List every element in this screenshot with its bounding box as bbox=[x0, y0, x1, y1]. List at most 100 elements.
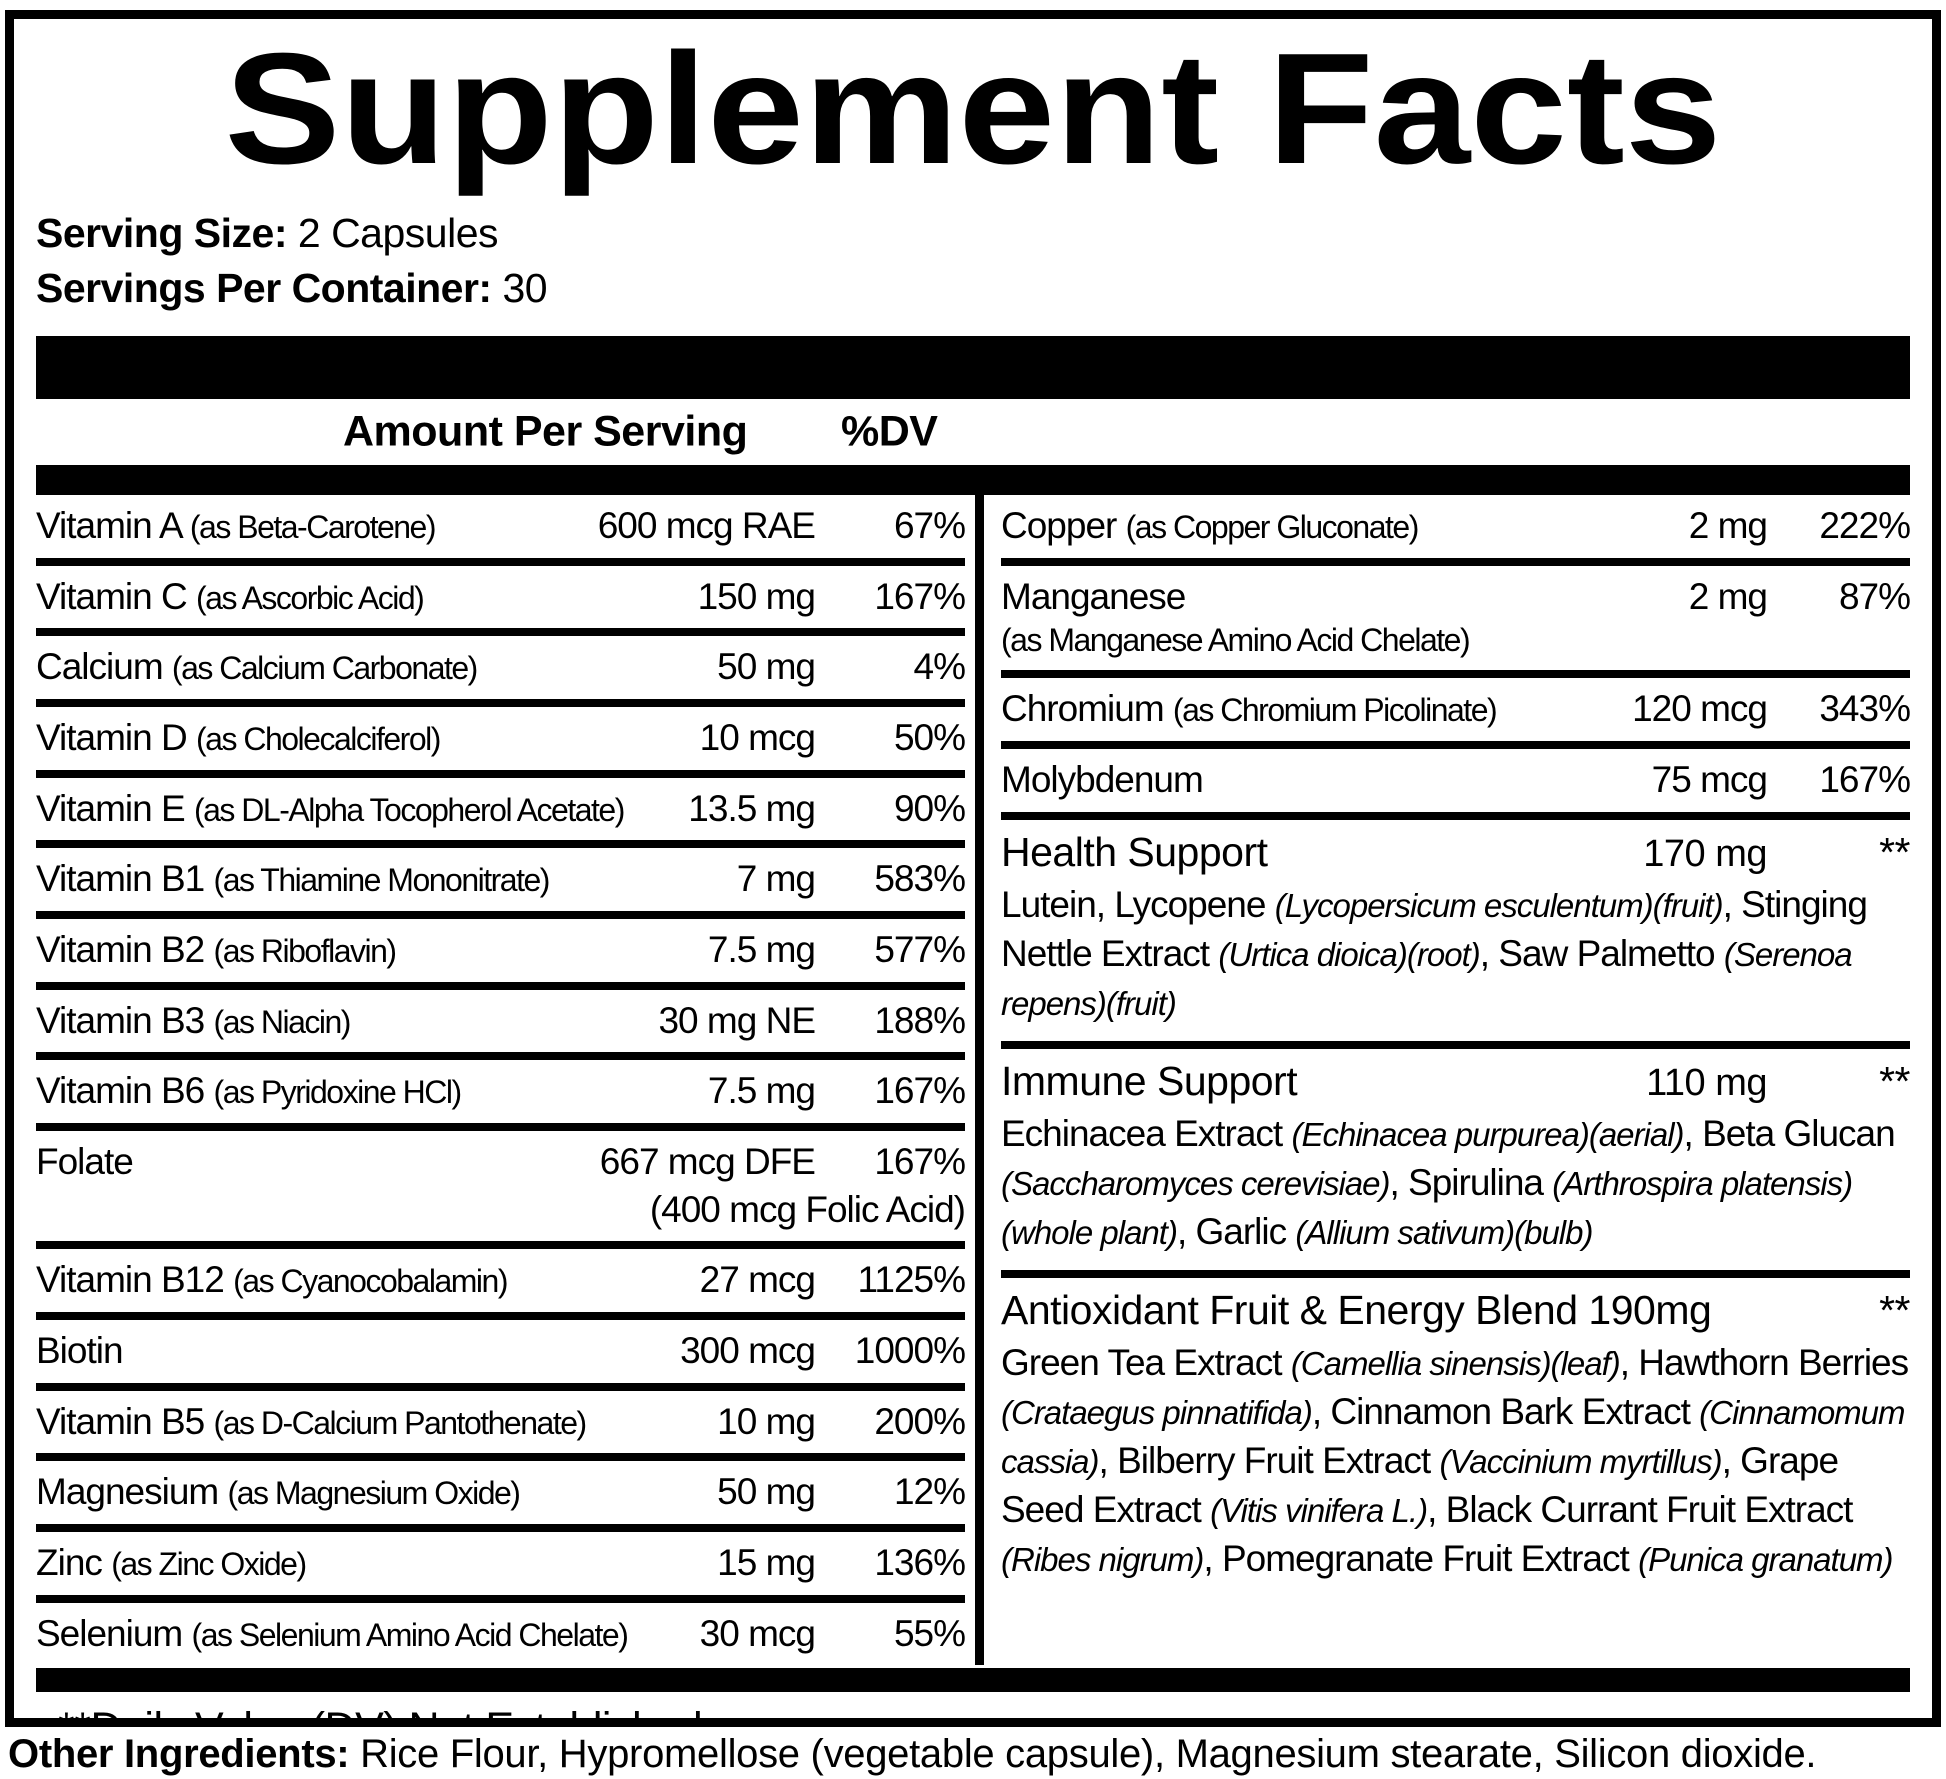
nutrient-row: Magnesium (as Magnesium Oxide) 50 mg 12% bbox=[36, 1461, 966, 1532]
nutrient-amount: 7.5 mg bbox=[707, 929, 816, 971]
blend-row: Antioxidant Fruit & Energy Blend 190mg **… bbox=[1001, 1278, 1911, 1597]
nutrient-dv: 577% bbox=[874, 929, 966, 971]
nutrient-row: Vitamin D (as Cholecalciferol) 10 mcg 50% bbox=[36, 707, 966, 778]
nutrient-dv: 67% bbox=[893, 505, 966, 547]
nutrient-form-note: (as Riboflavin) bbox=[213, 933, 398, 970]
other-ingredients-label: Other Ingredients: bbox=[8, 1732, 350, 1776]
nutrient-row: Vitamin E (as DL-Alpha Tocopherol Acetat… bbox=[36, 778, 966, 849]
nutrient-name-text: Vitamin C bbox=[36, 575, 188, 617]
nutrient-form-note: (as Zinc Oxide) bbox=[111, 1546, 307, 1582]
nutrient-dv: 55% bbox=[893, 1612, 966, 1654]
panel-title: Supplement Facts bbox=[224, 21, 1722, 197]
nutrient-amount: 30 mg NE bbox=[658, 999, 816, 1041]
nutrient-amount: 150 mg bbox=[697, 575, 816, 617]
nutrient-name: Vitamin C (as Ascorbic Acid) bbox=[36, 575, 698, 619]
nutrient-dv: 343% bbox=[1819, 688, 1911, 730]
nutrient-name-text: Vitamin A bbox=[36, 505, 182, 547]
nutrient-name-text: Manganese bbox=[1001, 575, 1186, 617]
blend-amount: 170 mg bbox=[1643, 832, 1767, 875]
nutrient-amount: 27 mcg bbox=[699, 1259, 816, 1301]
nutrient-name: Copper (as Copper Gluconate) bbox=[1001, 504, 1689, 548]
blend-dv: ** bbox=[1879, 1286, 1910, 1333]
ingredient-name: , Spirulina bbox=[1389, 1161, 1553, 1203]
nutrient-name: Vitamin D (as Cholecalciferol) bbox=[36, 716, 700, 760]
nutrient-row: Vitamin B1 (as Thiamine Mononitrate) 7 mg… bbox=[36, 848, 966, 920]
nutrient-amount: 13.5 mg bbox=[688, 787, 816, 829]
nutrient-row: Vitamin B3 (as Niacin) 30 mg NE 188% bbox=[36, 990, 966, 1061]
nutrient-name: Vitamin B5 (as D-Calcium Pantothenate) bbox=[36, 1400, 717, 1444]
nutrient-form-note: (as Ascorbic Acid) bbox=[196, 579, 425, 616]
blend-header: Antioxidant Fruit & Energy Blend 190mg ** bbox=[1001, 1286, 1911, 1334]
nutrient-form-note: (as D-Calcium Pantothenate) bbox=[213, 1404, 588, 1441]
scientific-name: (Saccharomyces cerevisiae) bbox=[1001, 1164, 1390, 1202]
nutrient-dv: 90% bbox=[893, 787, 966, 829]
scientific-name: (Vaccinium myrtillus) bbox=[1439, 1442, 1722, 1480]
nutrient-name-text: Molybdenum bbox=[1001, 758, 1204, 800]
blend-name: Health Support bbox=[1001, 828, 1268, 875]
nutrient-name-text: Folate bbox=[36, 1141, 134, 1183]
nutrient-name-text: Vitamin B5 bbox=[36, 1400, 205, 1442]
nutrient-name: Magnesium (as Magnesium Oxide) bbox=[36, 1470, 717, 1514]
nutrient-dv: 167% bbox=[874, 575, 966, 617]
ingredient-name: , Pomegranate Fruit Extract bbox=[1203, 1537, 1639, 1579]
nutrient-dv: 50% bbox=[893, 717, 966, 759]
ingredient-name: , Hawthorn Berries bbox=[1619, 1341, 1909, 1383]
nutrient-name: Folate bbox=[36, 1140, 600, 1184]
nutrient-row: Biotin 300 mcg 1000% bbox=[36, 1320, 966, 1391]
nutrient-row: Manganese (as Manganese Amino Acid Chelat… bbox=[1001, 566, 1911, 679]
nutrient-name-text: Chromium bbox=[1001, 688, 1165, 730]
nutrient-form-note: (as Cholecalciferol) bbox=[196, 721, 441, 758]
nutrient-form-note: (as Chromium Picolinate) bbox=[1172, 692, 1498, 729]
ingredient-name: Green Tea Extract bbox=[1001, 1341, 1291, 1383]
servings-per-container-line: Servings Per Container: 30 bbox=[36, 261, 1910, 316]
amount-per-serving-header: Amount Per Serving bbox=[343, 407, 748, 456]
nutrient-dv: 167% bbox=[874, 1070, 966, 1112]
nutrient-amount: 2 mg bbox=[1688, 505, 1768, 547]
nutrient-name: Chromium (as Chromium Picolinate) bbox=[1001, 687, 1632, 731]
servings-per-container-label: Servings Per Container: bbox=[36, 265, 492, 312]
blend-description: Green Tea Extract (Camellia sinensis)(le… bbox=[1001, 1339, 1910, 1584]
thick-divider-bar-header bbox=[36, 465, 1910, 496]
ingredient-name: , Stinging Nettle Extract bbox=[1001, 883, 1868, 974]
nutrient-row: Molybdenum 75 mcg 167% bbox=[1001, 749, 1911, 820]
blend-name: Antioxidant Fruit & Energy Blend 190mg bbox=[1001, 1286, 1712, 1333]
nutrient-row: Vitamin B12 (as Cyanocobalamin) 27 mcg 112… bbox=[36, 1249, 966, 1321]
nutrient-amount: 15 mg bbox=[717, 1542, 816, 1583]
ingredient-name: Echinacea Extract bbox=[1001, 1112, 1292, 1154]
ingredient-name: Lutein, Lycopene bbox=[1001, 883, 1275, 925]
nutrient-dv: 1125% bbox=[857, 1259, 966, 1301]
nutrient-form-note: (as Thiamine Mononitrate) bbox=[213, 862, 551, 899]
nutrient-form-note: (as Copper Gluconate) bbox=[1125, 509, 1420, 546]
nutrient-name-text: Vitamin B1 bbox=[36, 858, 205, 900]
nutrient-dv: 583% bbox=[874, 858, 966, 900]
scientific-name: (Allium sativum)(bulb) bbox=[1295, 1213, 1593, 1251]
nutrient-row: Vitamin B6 (as Pyridoxine HCl) 7.5 mg 167% bbox=[36, 1060, 966, 1132]
ingredient-name: , Bilberry Fruit Extract bbox=[1098, 1439, 1440, 1481]
nutrient-amount: 120 mcg bbox=[1632, 688, 1768, 730]
nutrient-form-note: (as Selenium Amino Acid Chelate) bbox=[191, 1616, 629, 1653]
nutrient-name-text: Copper bbox=[1001, 505, 1117, 547]
nutrient-dv: 167% bbox=[874, 1141, 966, 1183]
left-column: Vitamin A (as Beta-Carotene) 600 mcg RAE 6… bbox=[36, 495, 966, 1665]
nutrient-name: Vitamin B6 (as Pyridoxine HCl) bbox=[36, 1069, 708, 1113]
nutrient-name-text: Biotin bbox=[36, 1330, 124, 1372]
blend-header: Health Support 170 mg ** bbox=[1001, 828, 1911, 876]
servings-per-container-value: 30 bbox=[491, 265, 548, 312]
nutrient-dv: 222% bbox=[1819, 505, 1911, 547]
nutrient-name-text: Selenium bbox=[36, 1612, 183, 1654]
nutrient-row: Copper (as Copper Gluconate) 2 mg 222% bbox=[1001, 495, 1911, 566]
nutrient-amount: 50 mg bbox=[717, 1471, 816, 1513]
nutrient-name-text: Magnesium bbox=[36, 1471, 219, 1513]
ingredient-name: , Saw Palmetto bbox=[1479, 932, 1724, 974]
nutrient-name-text: Zinc bbox=[36, 1542, 103, 1583]
scientific-name: (Punica granatum) bbox=[1638, 1540, 1893, 1578]
nutrient-dv: 12% bbox=[893, 1471, 966, 1513]
nutrient-name: Manganese (as Manganese Amino Acid Chelat… bbox=[1001, 575, 1689, 660]
nutrient-name-text: Vitamin E bbox=[36, 787, 186, 829]
nutrient-name: Calcium (as Calcium Carbonate) bbox=[36, 645, 717, 689]
scientific-name: (Vitis vinifera L.) bbox=[1210, 1491, 1428, 1529]
blend-description: Lutein, Lycopene (Lycopersicum esculentu… bbox=[1001, 881, 1910, 1028]
nutrient-name-text: Vitamin B3 bbox=[36, 999, 205, 1041]
nutrient-amount-line1: 667 mcg DFE 167% bbox=[600, 1140, 966, 1184]
nutrient-dv: 4% bbox=[913, 646, 966, 688]
